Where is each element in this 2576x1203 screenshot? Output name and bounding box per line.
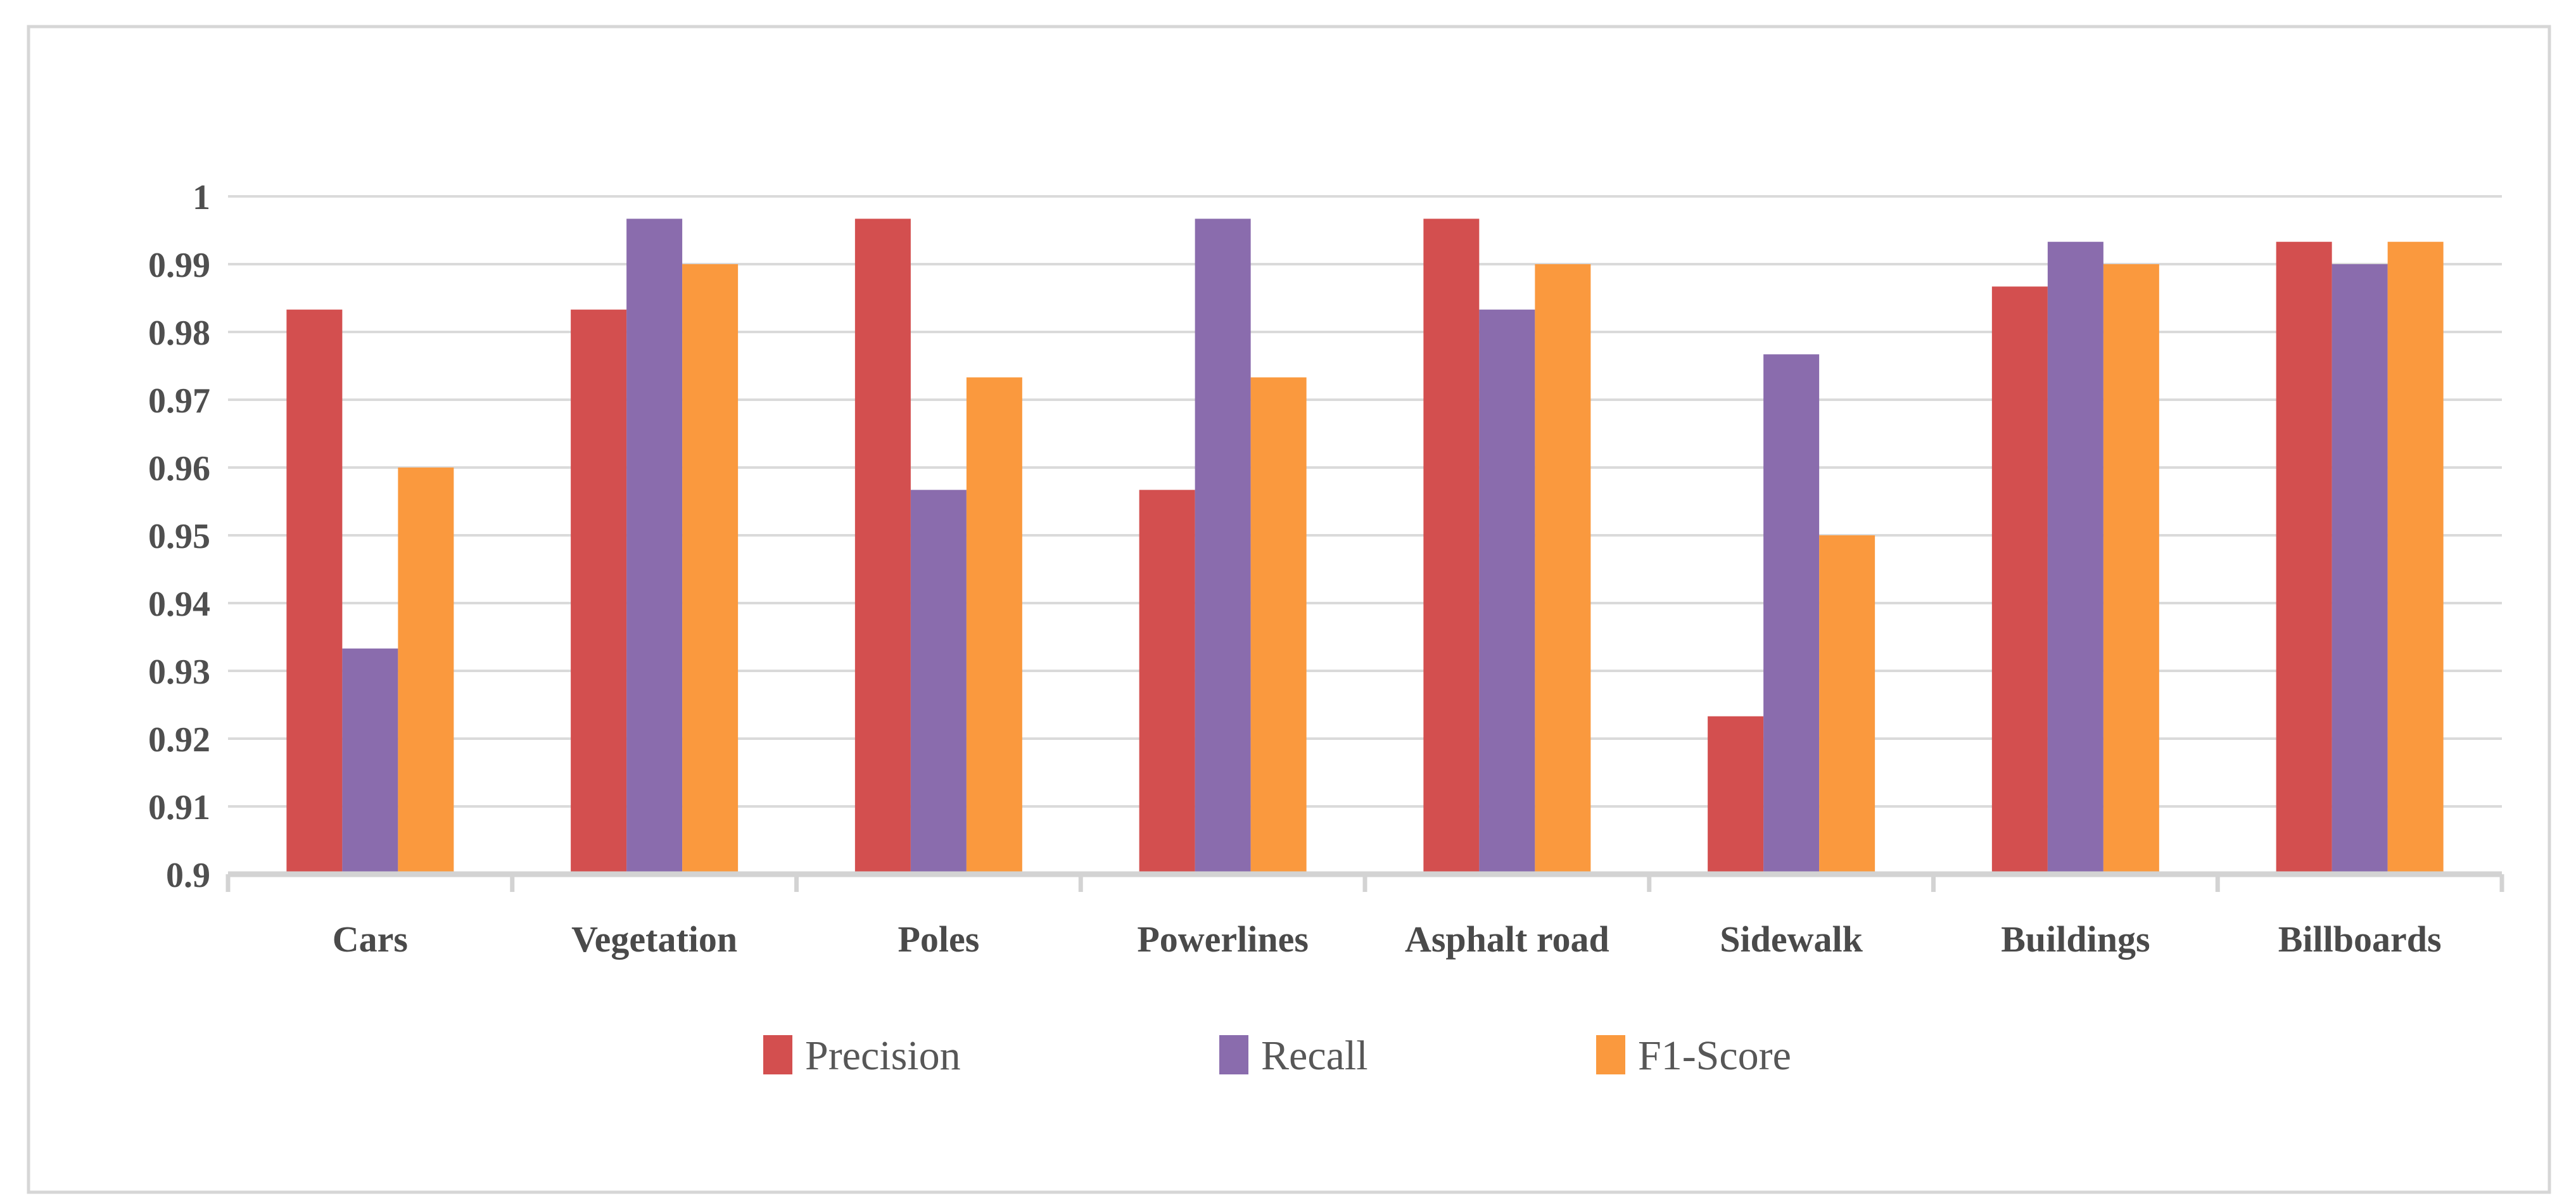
bar-recall-vegetation — [626, 219, 683, 874]
legend-label-precision: Precision — [805, 1033, 961, 1079]
category-label-buildings: Buildings — [2001, 919, 2150, 960]
category-label-cars: Cars — [333, 919, 408, 960]
category-label-vegetation: Vegetation — [571, 919, 737, 960]
bar-f1-score-buildings — [2103, 264, 2159, 874]
legend-marker-precision — [763, 1035, 792, 1074]
y-tick-label: 0.93 — [148, 652, 210, 692]
y-tick-label: 0.9 — [166, 856, 210, 895]
y-tick-label: 0.92 — [148, 720, 210, 760]
bar-f1-score-asphalt-road — [1535, 264, 1591, 874]
bar-f1-score-powerlines — [1250, 377, 1307, 874]
bar-f1-score-vegetation — [682, 264, 739, 874]
bar-recall-sidewalk — [1763, 354, 1820, 874]
y-tick-label: 0.95 — [148, 517, 210, 556]
y-tick-label: 0.99 — [148, 246, 210, 285]
y-tick-label: 1 — [193, 178, 210, 217]
legend-marker-recall — [1219, 1035, 1248, 1074]
bar-precision-poles — [854, 219, 911, 874]
bar-recall-powerlines — [1195, 219, 1251, 874]
bar-precision-asphalt-road — [1423, 219, 1480, 874]
bar-recall-poles — [910, 490, 967, 874]
bar-precision-buildings — [1991, 286, 2048, 874]
bar-precision-vegetation — [571, 309, 627, 874]
legend-label-recall: Recall — [1261, 1033, 1368, 1079]
bar-precision-sidewalk — [1708, 716, 1764, 874]
y-tick-label: 0.91 — [148, 788, 210, 827]
category-label-poles: Poles — [898, 919, 979, 960]
category-label-billboards: Billboards — [2278, 919, 2442, 960]
bar-f1-score-poles — [966, 377, 1022, 874]
bar-precision-powerlines — [1139, 490, 1195, 874]
legend-label-f1-score: F1-Score — [1638, 1033, 1791, 1079]
bar-recall-buildings — [2047, 241, 2103, 874]
bar-f1-score-sidewalk — [1819, 535, 1875, 874]
y-tick-label: 0.97 — [148, 381, 210, 421]
y-tick-label: 0.96 — [148, 449, 210, 488]
legend-marker-f1-score — [1596, 1035, 1625, 1074]
bar-f1-score-billboards — [2387, 241, 2444, 874]
category-label-powerlines: Powerlines — [1137, 919, 1309, 960]
figure-border — [27, 25, 2551, 1194]
y-tick-label: 0.98 — [148, 314, 210, 353]
bar-recall-asphalt-road — [1479, 309, 1535, 874]
y-tick-label: 0.94 — [148, 585, 210, 624]
bar-recall-cars — [342, 648, 398, 874]
bar-recall-billboards — [2332, 264, 2388, 874]
bar-precision-cars — [286, 309, 343, 874]
category-label-asphalt-road: Asphalt road — [1405, 919, 1609, 960]
bar-precision-billboards — [2276, 241, 2332, 874]
bar-f1-score-cars — [398, 468, 454, 874]
category-label-sidewalk: Sidewalk — [1720, 919, 1863, 960]
